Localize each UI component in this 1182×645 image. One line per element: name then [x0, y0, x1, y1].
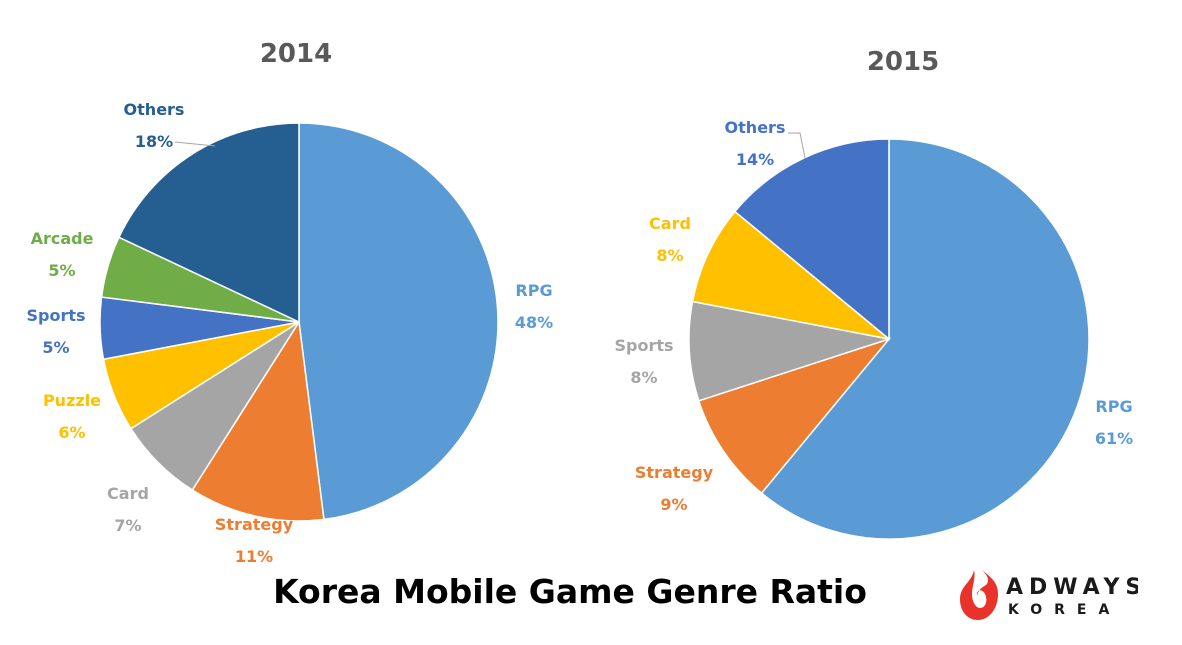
slice-value-strategy: 11%: [235, 547, 273, 566]
leader-line-others: [788, 132, 806, 159]
slice-label-card: Card: [649, 214, 691, 233]
slice-value-card: 7%: [114, 516, 141, 535]
slice-label-sports: Sports: [614, 336, 673, 355]
slice-label-sports: Sports: [26, 306, 85, 325]
pie-slice-card: [691, 210, 890, 340]
pie-chart-2015: 2015 RPG 61% Strategy 9% Sports 8% Card 8% Other…: [614, 47, 1133, 540]
slice-label-puzzle: Puzzle: [43, 391, 101, 410]
pie-slice-rpg: [298, 122, 499, 521]
pie-slice-rpg: [760, 138, 1090, 540]
slice-value-sports: 8%: [630, 368, 657, 387]
leader-line-others: [174, 141, 216, 147]
slice-value-sports: 5%: [42, 338, 69, 357]
slice-value-card: 8%: [656, 246, 683, 265]
slice-value-others: 18%: [135, 132, 173, 151]
slice-value-puzzle: 6%: [58, 423, 85, 442]
chart-title-2015: 2015: [867, 47, 939, 77]
main-title: Korea Mobile Game Genre Ratio: [273, 572, 867, 611]
adways-korea-logo: ADWAYS KOREA: [960, 568, 1138, 620]
slice-value-rpg: 48%: [515, 313, 553, 332]
slice-value-strategy: 9%: [660, 495, 687, 514]
slice-label-others: Others: [725, 118, 786, 137]
pie-slice-others: [117, 122, 300, 324]
slice-label-card: Card: [107, 484, 149, 503]
pie-slice-strategy: [697, 337, 892, 495]
chart-title-2014: 2014: [260, 39, 332, 69]
slice-label-strategy: Strategy: [215, 515, 294, 534]
slice-label-arcade: Arcade: [31, 229, 94, 248]
pie-chart-2014: 2014 RPG 48% Strategy 11% Card 7% Puzzle 6% Spor…: [26, 39, 553, 566]
adways-logo-mark-icon: [960, 568, 998, 620]
pie-slice-others: [733, 138, 890, 341]
slice-label-strategy: Strategy: [635, 463, 714, 482]
slice-value-rpg: 61%: [1095, 429, 1133, 448]
pie-slice-strategy: [191, 319, 325, 522]
slice-value-others: 14%: [736, 150, 774, 169]
slice-value-arcade: 5%: [48, 261, 75, 280]
slice-label-others: Others: [124, 100, 185, 119]
logo-word: ADWAYS: [1006, 575, 1138, 600]
pie-slice-sports: [688, 300, 890, 402]
slice-label-rpg: RPG: [1095, 397, 1132, 416]
slice-label-rpg: RPG: [515, 281, 552, 300]
logo-sub: KOREA: [1008, 602, 1121, 618]
